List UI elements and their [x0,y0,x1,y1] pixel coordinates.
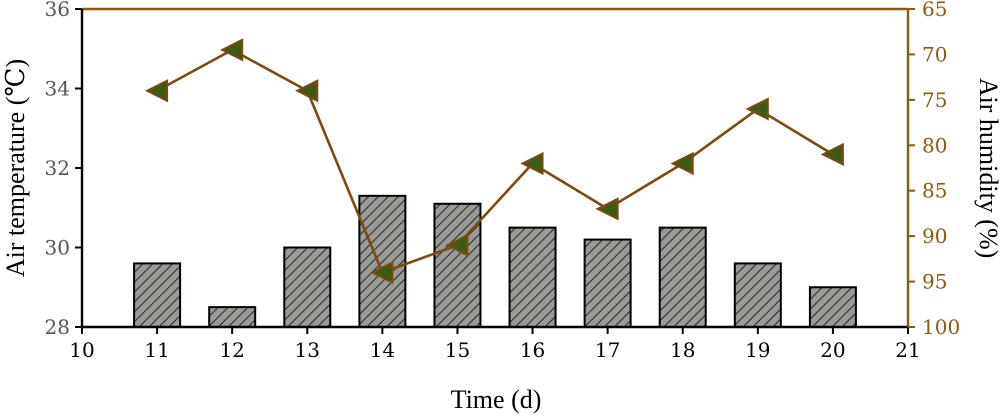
x-tick-label: 19 [745,338,770,362]
x-tick-label: 11 [144,338,169,362]
y-tick-label: 28 [45,315,70,339]
x-tick-label: 21 [895,338,920,362]
humidity-marker-14 [370,260,394,285]
y-tick-label: 34 [45,77,70,101]
y2-tick-label: 85 [922,179,947,203]
x-tick-label: 20 [820,338,845,362]
x-tick-label: 10 [69,338,94,362]
bar-15 [433,202,482,328]
humidity-marker-19 [745,97,769,121]
bar-19 [733,262,782,328]
bar-11 [133,262,182,328]
y-tick-label: 36 [45,0,70,21]
left-axis-label: Air temperature (℃) [1,59,30,277]
x-tick-label: 15 [445,338,470,362]
x-tick-label: 13 [295,338,320,362]
humidity-marker-16 [520,151,544,176]
x-tick-label: 17 [595,338,620,362]
bar-12 [208,306,257,328]
humidity-marker-12 [219,38,244,62]
bar-14 [358,194,407,328]
axes [80,7,910,329]
humidity-series [144,38,844,285]
y2-tick-label: 75 [922,88,947,112]
y2-tick-label: 65 [922,0,947,21]
x-tick-label: 18 [670,338,695,362]
humidity-line [156,48,834,274]
bar-16 [508,226,557,328]
y-tick-label: 32 [45,156,70,180]
right-axis-label: Air humidity (%) [974,78,1000,259]
x-axis-label: Time (d) [451,385,542,414]
y2-tick-label: 100 [922,315,960,339]
humidity-marker-15 [445,233,469,257]
x-tick-label: 12 [219,338,244,362]
humidity-marker-11 [144,79,169,103]
y2-tick-label: 95 [922,270,947,294]
x-tick-label: 16 [520,338,545,362]
y-tick-label: 30 [45,236,70,260]
humidity-marker-13 [295,79,319,103]
bar-17 [583,238,632,328]
y2-tick-label: 70 [922,42,947,66]
bar-18 [658,226,707,328]
ticks: 10 11 12 13 14 15 16 17 18 19 20 21 28 30 32 34 36 65 70 75… [45,0,961,362]
bar-13 [283,246,332,328]
humidity-marker-18 [670,151,694,176]
humidity-marker-20 [820,142,844,166]
humidity-marker-17 [595,197,619,221]
y2-tick-label: 80 [922,133,947,157]
y2-tick-label: 90 [922,224,947,248]
bar-20 [808,286,857,328]
x-tick-label: 14 [370,338,395,362]
temperature-bars [133,194,857,328]
